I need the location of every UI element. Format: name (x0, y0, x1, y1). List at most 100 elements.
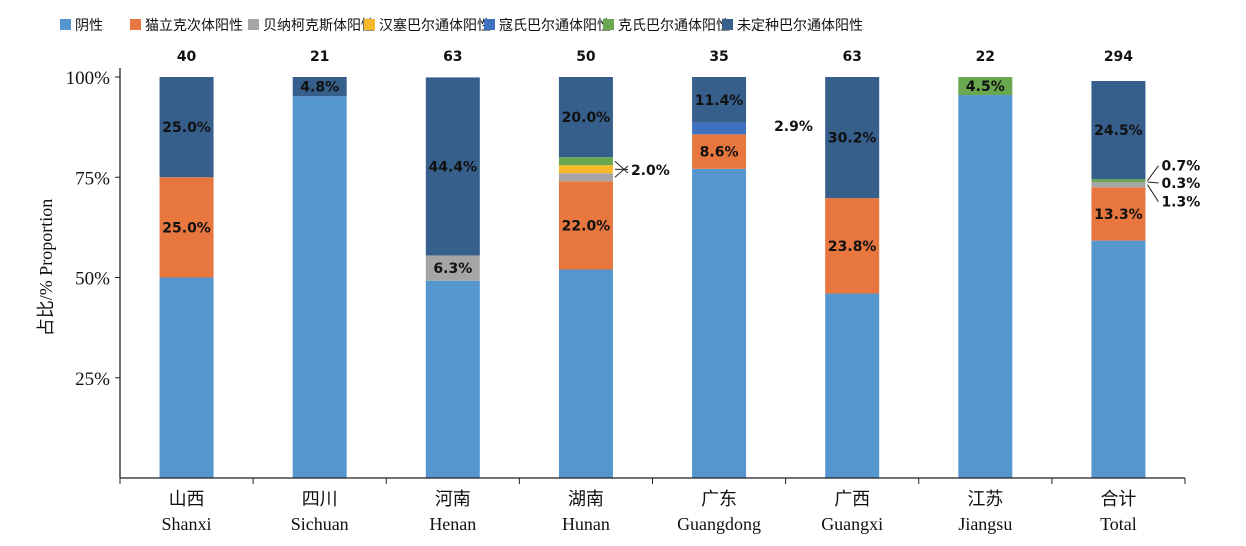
bar-segment-total-5 (1091, 179, 1146, 183)
x-tick-label-en: Guangdong (677, 514, 761, 534)
data-label: 24.5% (1094, 123, 1143, 139)
callout-label: 0.7% (1161, 159, 1200, 175)
sample-count-label: 21 (310, 49, 329, 65)
data-label: 11.4% (695, 93, 744, 109)
callout-leader-line (1147, 165, 1159, 181)
bar-segment-shanxi-0 (159, 277, 214, 478)
legend-swatch-2 (248, 19, 259, 30)
data-labels: 25.0% 25.0% 4.8% 44.4% 6.3% 20.0% 22.0% 11.4% 8.… (162, 49, 1200, 277)
legend-label-3: 汉塞巴尔通体阳性 (379, 17, 491, 34)
callout-leader-line (614, 160, 629, 174)
x-tick-label-en: Shanxi (162, 514, 212, 534)
x-tick-label-en: Total (1100, 514, 1137, 534)
x-tick-label-zh: 山西 (169, 489, 205, 510)
bar-segment-total-6 (1091, 81, 1146, 180)
data-label: 22.0% (562, 218, 611, 234)
x-tick-label-en: Guangxi (821, 514, 883, 534)
data-label: 6.3% (433, 261, 472, 277)
callout-label: 2.0% (631, 163, 670, 179)
legend: 阴性 猫立克次体阳性 贝纳柯克斯体阳性 汉塞巴尔通体阳性 寇氏巴尔通体阳性 克氏巴尔通体阳… (60, 17, 863, 34)
x-tick-label-en: Henan (429, 514, 476, 534)
axes: 25% 50% 75% 100% 山西 Shanxi 四川 Sichuan 河南 Henan 湖南 H… (36, 68, 1186, 534)
x-tick-label-zh: 江苏 (967, 489, 1003, 510)
callout-leader-line (1147, 181, 1159, 184)
bar-segment-sichuan-6 (292, 77, 347, 97)
bar-segment-jiangsu-0 (958, 95, 1013, 479)
sample-count-label: 50 (576, 49, 596, 65)
bar-segment-hunan-2 (558, 173, 613, 182)
bar-segment-henan-2 (425, 255, 480, 281)
y-tick-label: 75% (75, 168, 110, 189)
bar-segment-hunan-3 (558, 165, 613, 174)
data-label: 25.0% (162, 220, 211, 236)
x-tick-label-zh: 四川 (302, 489, 338, 510)
bar-segment-hunan-6 (558, 77, 613, 158)
bar-segment-guangdong-4 (692, 122, 747, 135)
x-tick-label-zh: 广东 (701, 489, 737, 510)
legend-label-6: 未定种巴尔通体阳性 (737, 18, 863, 34)
callout-leader-line (1147, 184, 1159, 202)
bar-segment-hunan-5 (558, 157, 613, 166)
x-tick-label-en: Hunan (562, 514, 610, 534)
bar-segment-guangdong-6 (692, 77, 747, 123)
data-label: 20.0% (562, 110, 611, 126)
sample-count-label: 22 (976, 49, 995, 65)
data-label: 25.0% (162, 120, 211, 136)
data-label: 30.2% (828, 131, 877, 147)
bar-segment-guangxi-1 (825, 198, 880, 294)
x-tick-label-zh: 合计 (1100, 489, 1136, 510)
legend-swatch-5 (603, 19, 614, 30)
legend-label-5: 克氏巴尔通体阳性 (618, 18, 730, 34)
bar-segment-guangxi-6 (825, 77, 880, 199)
bar-segment-hunan-0 (558, 269, 613, 478)
bar-segment-henan-0 (425, 280, 480, 478)
legend-label-2: 贝纳柯克斯体阳性 (263, 18, 375, 34)
bar-segment-guangdong-0 (692, 168, 747, 478)
callout-leader-line (614, 165, 629, 178)
bars (159, 77, 1146, 479)
bar-segment-hunan-1 (558, 181, 613, 270)
y-tick-label: 50% (75, 269, 110, 290)
bar-segment-shanxi-1 (159, 177, 214, 278)
sample-count-label: 63 (842, 49, 861, 65)
data-label: 4.5% (966, 79, 1005, 95)
legend-swatch-3 (364, 19, 375, 30)
legend-swatch-1 (130, 19, 141, 30)
data-label: 23.8% (828, 239, 877, 255)
data-label: 4.8% (300, 80, 339, 96)
data-label: 44.4% (429, 159, 478, 175)
bar-segment-jiangsu-5 (958, 77, 1013, 96)
legend-label-1: 猫立克次体阳性 (145, 18, 243, 34)
y-axis-title: 占比/% Proportion (36, 199, 56, 337)
bar-segment-henan-6 (425, 77, 480, 256)
data-label: 8.6% (700, 145, 739, 161)
x-tick-label-en: Sichuan (291, 514, 349, 534)
y-tick-label: 100% (66, 68, 111, 89)
legend-swatch-6 (722, 19, 733, 30)
bar-segment-total-1 (1091, 187, 1146, 241)
x-tick-label-zh: 河南 (435, 489, 471, 510)
sample-count-label: 294 (1104, 49, 1133, 65)
callout-label: 2.9% (774, 119, 813, 135)
y-tick-label: 25% (75, 369, 110, 390)
callout-label: 1.3% (1161, 195, 1200, 211)
bar-segment-shanxi-6 (159, 77, 214, 178)
bar-segment-guangdong-1 (692, 134, 747, 169)
legend-swatch-0 (60, 19, 71, 30)
data-label: 13.3% (1094, 207, 1143, 223)
x-tick-label-zh: 广西 (834, 489, 870, 510)
sample-count-label: 63 (443, 49, 462, 65)
bar-segment-sichuan-0 (292, 96, 347, 478)
sample-count-label: 40 (177, 49, 197, 65)
bar-segment-total-0 (1091, 240, 1146, 478)
x-tick-label-en: Jiangsu (958, 514, 1012, 534)
legend-label-0: 阴性 (75, 18, 103, 34)
x-tick-label-zh: 湖南 (568, 489, 604, 510)
sample-count-label: 35 (709, 49, 728, 65)
bar-segment-total-2 (1091, 182, 1146, 188)
callout-label: 0.3% (1161, 176, 1200, 192)
bar-segment-guangxi-0 (825, 293, 880, 478)
legend-swatch-4 (484, 19, 495, 30)
legend-label-4: 寇氏巴尔通体阳性 (499, 17, 611, 34)
